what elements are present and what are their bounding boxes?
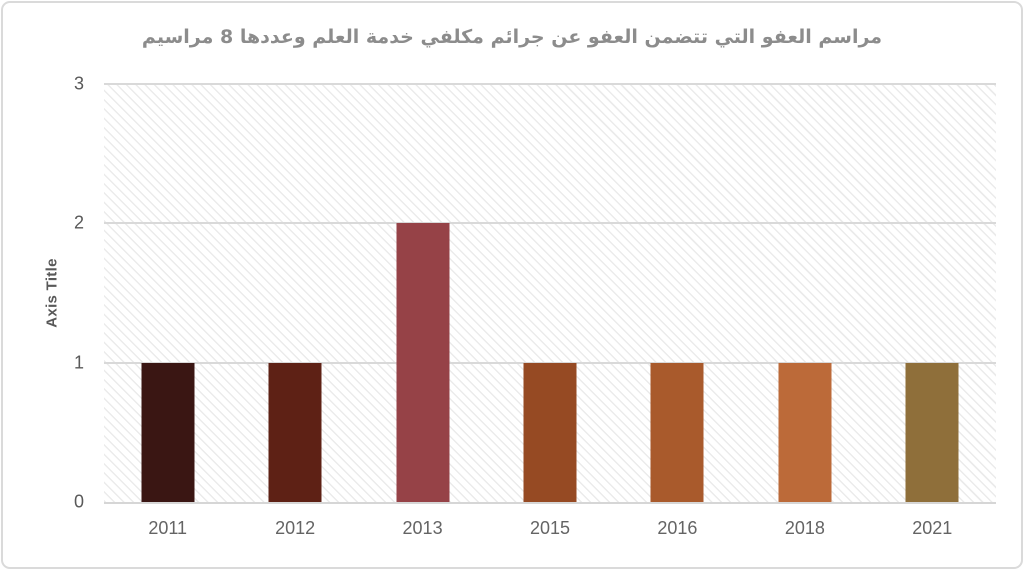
y-tick-label: 3	[73, 73, 84, 94]
bar-2018	[778, 362, 832, 502]
x-tick-label-2018: 2018	[784, 518, 825, 538]
x-tick-label-2012: 2012	[275, 518, 316, 538]
y-tick-label: 1	[73, 352, 84, 373]
x-tick-label-2013: 2013	[402, 518, 443, 538]
bar-slot-2018	[741, 84, 868, 502]
bar-slot-2013	[359, 84, 486, 502]
x-tick-label-2021: 2021	[912, 518, 953, 538]
bar-slot-2011	[104, 84, 231, 502]
gridline-y-3	[104, 83, 996, 85]
bar-2015	[523, 362, 577, 502]
y-tick-label: 0	[73, 491, 84, 512]
bar-slot-2012	[231, 84, 358, 502]
chart-title: مراسم العفو التي تتضمن العفو عن جرائم مك…	[141, 26, 883, 48]
bar-slot-2015	[486, 84, 613, 502]
y-tick-label: 2	[73, 212, 84, 233]
bar-2016	[650, 362, 704, 502]
plot-area	[104, 83, 996, 504]
bar-2013	[396, 223, 450, 502]
bar-2012	[268, 362, 322, 502]
bar-slot-2016	[614, 84, 741, 502]
x-tick-label-2011: 2011	[148, 518, 188, 538]
bar-slot-2021	[869, 84, 996, 502]
y-axis-tick-labels: 0 1 2 3	[0, 74, 84, 512]
bar-2011	[141, 362, 195, 502]
x-tick-label-2015: 2015	[529, 518, 571, 538]
gridline-y-2	[104, 222, 996, 225]
x-tick-label-2016: 2016	[657, 518, 698, 538]
x-axis-tick-labels: 2011 2012 2013 2015 2016 2018 2021	[104, 504, 996, 548]
bar-2021	[905, 362, 959, 502]
